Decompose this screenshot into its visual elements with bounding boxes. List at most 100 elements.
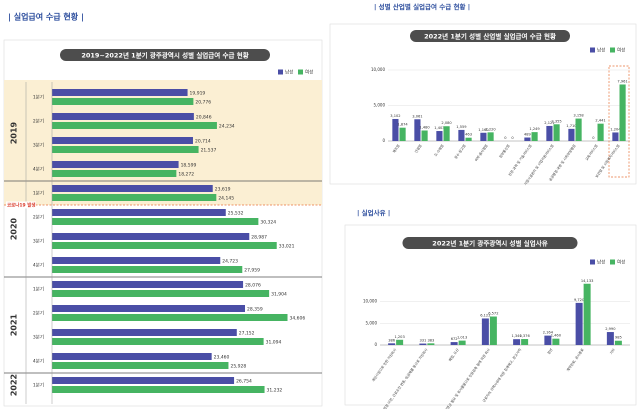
value-label: 27,959	[244, 267, 260, 273]
value-label: 7,961	[617, 79, 627, 83]
legend-label: 남성	[597, 259, 605, 266]
value-label: 23,619	[215, 186, 231, 192]
bar	[52, 122, 217, 129]
category-label: 1분기	[33, 94, 44, 101]
value-label: 0	[511, 136, 514, 140]
value-label: 33,021	[279, 243, 295, 249]
category-label: 2분기	[33, 214, 44, 221]
value-label: 386	[388, 338, 396, 342]
bar	[52, 185, 213, 192]
value-label: 3,061	[412, 114, 422, 118]
year-label: 2022	[10, 374, 19, 396]
bar	[612, 132, 619, 141]
bar	[52, 242, 277, 249]
value-label: 1,160	[478, 128, 489, 132]
value-label: 1,460	[551, 334, 562, 338]
right-top-panel	[329, 23, 637, 185]
y-tick-label: 0	[382, 138, 385, 143]
bar	[531, 132, 538, 141]
bar	[458, 129, 465, 141]
bar	[52, 386, 265, 393]
bar	[443, 126, 450, 141]
bar	[52, 137, 193, 144]
year-label: 2020	[10, 217, 19, 240]
bar	[583, 283, 591, 345]
value-label: 672	[451, 337, 458, 341]
category-label: 1분기	[33, 286, 44, 293]
value-label: 31,232	[267, 387, 283, 393]
bar	[614, 340, 622, 345]
value-label: 20,776	[195, 99, 211, 105]
legend-swatch	[610, 47, 615, 53]
value-label: 25,532	[228, 210, 244, 216]
bar	[52, 266, 243, 273]
category-label: 1분기	[33, 382, 44, 389]
value-label: 2,164	[543, 331, 554, 335]
value-label: 30,324	[260, 219, 276, 225]
legend-swatch	[610, 259, 615, 265]
value-label: 18,599	[181, 162, 197, 168]
y-tick-label: 5,000	[374, 103, 386, 108]
value-label: 2,080	[441, 121, 452, 125]
value-label: 331	[419, 339, 426, 343]
value-label: 2,990	[605, 327, 616, 331]
value-label: 383	[427, 338, 434, 342]
value-label: 0	[592, 136, 595, 140]
value-label: 6,572	[488, 312, 498, 316]
bar	[414, 119, 421, 141]
bar	[568, 128, 575, 141]
highlight-box	[608, 65, 630, 178]
bar	[52, 338, 264, 345]
bar	[52, 194, 217, 201]
bar	[575, 118, 582, 141]
value-label: 1,710	[566, 124, 577, 128]
bar	[553, 124, 560, 141]
legend-label: 남성	[597, 47, 605, 54]
x-tick-label: 기타	[608, 347, 616, 356]
bar	[396, 339, 404, 345]
value-label: 3,158	[573, 114, 584, 118]
legend-label: 여성	[617, 47, 625, 54]
category-label: 3분기	[33, 238, 44, 245]
category-label: 1분기	[33, 190, 44, 197]
bar	[524, 137, 531, 141]
bar	[513, 339, 521, 345]
value-label: 24,723	[222, 258, 238, 264]
value-label: 18,272	[178, 171, 194, 177]
year-label: 2019	[10, 121, 19, 144]
annotation-bg	[6, 201, 36, 209]
value-label: 985	[615, 336, 622, 340]
legend-label: 남성	[285, 69, 293, 76]
value-label: 1,013	[457, 336, 467, 340]
y-tick-label: 5,000	[366, 320, 378, 325]
bar	[480, 132, 487, 141]
value-label: 14,133	[581, 279, 594, 283]
value-label: 23,460	[214, 354, 230, 360]
value-label: 1,204	[610, 127, 621, 131]
x-tick-label: 제조업	[391, 143, 400, 154]
annotation: 코로나19 발생	[7, 202, 36, 209]
bar	[552, 338, 560, 345]
category-label: 2분기	[33, 310, 44, 317]
bar	[465, 137, 472, 141]
value-label: 26,754	[236, 378, 252, 384]
chart-title: 2022년 1분기 성별 산업별 실업급여 수급 현황	[424, 32, 556, 41]
legend-label: 여성	[617, 259, 625, 266]
value-label: 24,145	[218, 195, 234, 201]
value-label: 27,152	[239, 330, 255, 336]
bar	[619, 84, 626, 141]
bar	[52, 89, 188, 96]
category-label: 3분기	[33, 334, 44, 341]
bar	[388, 343, 396, 345]
value-label: 1,480	[419, 125, 430, 129]
bar	[399, 127, 406, 141]
bar	[427, 343, 435, 345]
bar	[52, 113, 194, 120]
y-tick-label: 0	[374, 342, 377, 347]
legend-swatch	[278, 69, 283, 75]
value-label: 9,720	[574, 298, 585, 302]
value-label: 28,359	[247, 306, 263, 312]
section-header: | 성별 산업별 실업급여 수급 현황 |	[374, 2, 470, 12]
bar	[52, 290, 270, 297]
value-label: 20,846	[196, 114, 212, 120]
